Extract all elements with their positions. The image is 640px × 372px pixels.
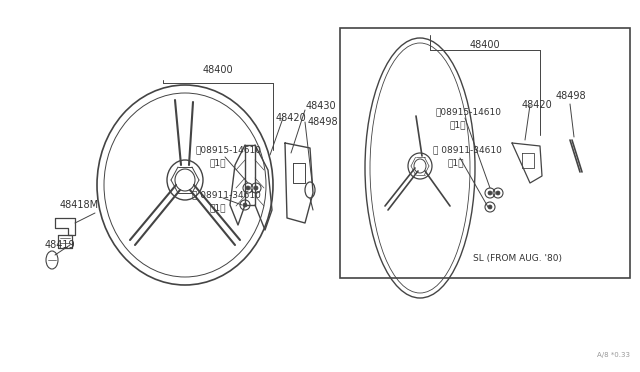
- Text: （1）: （1）: [210, 158, 227, 167]
- Text: 48498: 48498: [308, 117, 339, 127]
- Text: SL (FROM AUG. '80): SL (FROM AUG. '80): [473, 253, 562, 263]
- Text: 48400: 48400: [203, 65, 234, 75]
- Circle shape: [246, 186, 250, 190]
- Text: Ⓦ08915-14610: Ⓦ08915-14610: [195, 145, 261, 154]
- Text: （1）: （1）: [448, 158, 465, 167]
- Text: 48418M: 48418M: [60, 200, 99, 210]
- Circle shape: [254, 186, 258, 190]
- Bar: [340, 28, 630, 278]
- Text: 48430: 48430: [306, 101, 337, 111]
- Text: （1）: （1）: [210, 203, 227, 212]
- Circle shape: [496, 191, 500, 195]
- Text: 48420: 48420: [522, 100, 553, 110]
- Circle shape: [243, 203, 247, 207]
- Text: 48419: 48419: [45, 240, 76, 250]
- Text: （1）: （1）: [450, 121, 467, 129]
- Text: Ⓝ 08911-34610: Ⓝ 08911-34610: [433, 145, 502, 154]
- Text: 48400: 48400: [470, 40, 500, 50]
- Text: Ⓝ 08911-34610: Ⓝ 08911-34610: [192, 190, 261, 199]
- Text: 48498: 48498: [556, 91, 587, 101]
- Text: 48420: 48420: [276, 113, 307, 123]
- Text: A/8 *0.33: A/8 *0.33: [597, 352, 630, 358]
- Circle shape: [488, 191, 492, 195]
- Circle shape: [488, 205, 492, 209]
- Text: Ⓦ08915-14610: Ⓦ08915-14610: [436, 108, 502, 116]
